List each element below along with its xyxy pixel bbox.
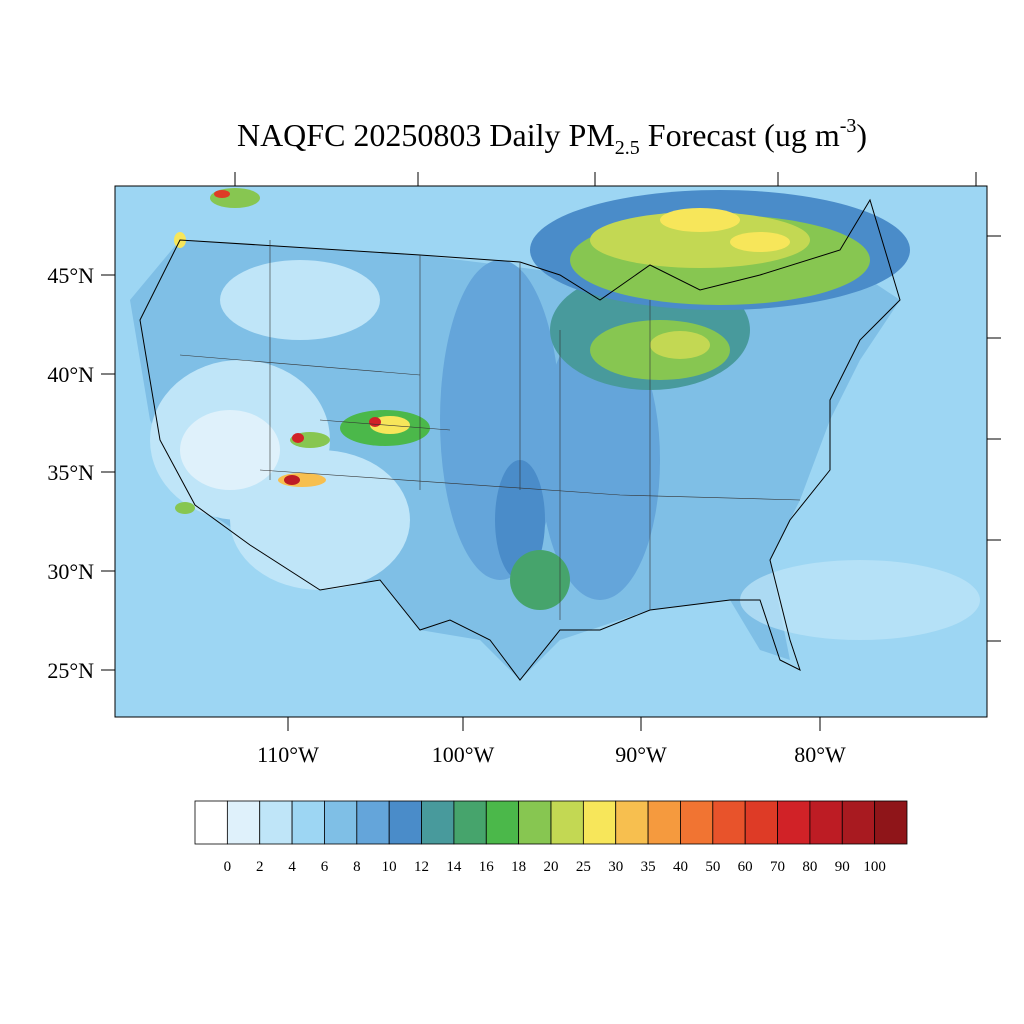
colorbar-box [194, 800, 228, 845]
colorbar-box [485, 800, 520, 845]
colorbar-box [744, 800, 778, 845]
frame-ticks [101, 172, 1001, 731]
colorbar-box [226, 800, 261, 845]
colorbar-label: 35 [641, 859, 656, 875]
colorbar-box [777, 800, 811, 845]
colorbar-box [259, 800, 293, 845]
colorbar-label: 16 [479, 859, 495, 875]
colorbar-label: 50 [705, 859, 720, 875]
colorbar-box [874, 800, 908, 845]
colorbar-label: 20 [544, 859, 559, 875]
title-main: NAQFC 20250803 Daily PM [237, 117, 615, 153]
colorbar-box [582, 800, 617, 845]
lon-label: 100°W [432, 742, 495, 767]
colorbar-label: 10 [382, 859, 397, 875]
colorbar-box [421, 800, 455, 845]
map-field [115, 186, 987, 717]
map-title: NAQFC 20250803 Daily PM2.5 Forecast (ug … [237, 115, 867, 159]
colorbar-label: 18 [511, 859, 526, 875]
colorbar-label: 8 [353, 859, 361, 875]
lat-label: 30°N [47, 559, 94, 584]
colorbar-box [518, 800, 552, 845]
colorbar-label: 25 [576, 859, 591, 875]
colorbar-box [680, 800, 714, 845]
colorbar-box [453, 800, 487, 845]
colorbar-label: 100 [863, 859, 886, 875]
colorbar-box [647, 800, 681, 845]
colorbar-box [809, 800, 843, 845]
colorbar-box [324, 800, 358, 845]
colorbar-label: 90 [835, 859, 850, 875]
colorbar-label: 12 [414, 859, 429, 875]
lon-label: 110°W [257, 742, 319, 767]
lon-label: 90°W [615, 742, 667, 767]
title-superscript: -3 [840, 115, 857, 137]
colorbar-label: 2 [256, 859, 264, 875]
colorbar-box [291, 800, 325, 845]
lat-label: 35°N [47, 460, 94, 485]
title-subscript: 2.5 [615, 137, 640, 159]
colorbar-box [841, 800, 876, 845]
colorbar-label: 80 [802, 859, 817, 875]
map-frame [114, 185, 988, 718]
lon-label: 80°W [794, 742, 846, 767]
title-middle: Forecast (ug m [640, 117, 840, 153]
colorbar-box [615, 800, 649, 845]
lat-label: 25°N [47, 658, 94, 683]
colorbar-label: 0 [224, 859, 232, 875]
colorbar-label: 70 [770, 859, 785, 875]
colorbar-label: 40 [673, 859, 688, 875]
colorbar-label: 6 [321, 859, 329, 875]
colorbar-label: 30 [608, 859, 623, 875]
colorbar-label: 14 [446, 859, 462, 875]
colorbar-label: 60 [738, 859, 753, 875]
colorbar-box [388, 800, 422, 845]
lat-label: 45°N [47, 263, 94, 288]
title-end: ) [856, 117, 867, 153]
colorbar-label: 4 [288, 859, 296, 875]
colorbar-box [356, 800, 390, 845]
colorbar-box [712, 800, 746, 845]
lat-label: 40°N [47, 362, 94, 387]
colorbar-box [550, 800, 584, 845]
